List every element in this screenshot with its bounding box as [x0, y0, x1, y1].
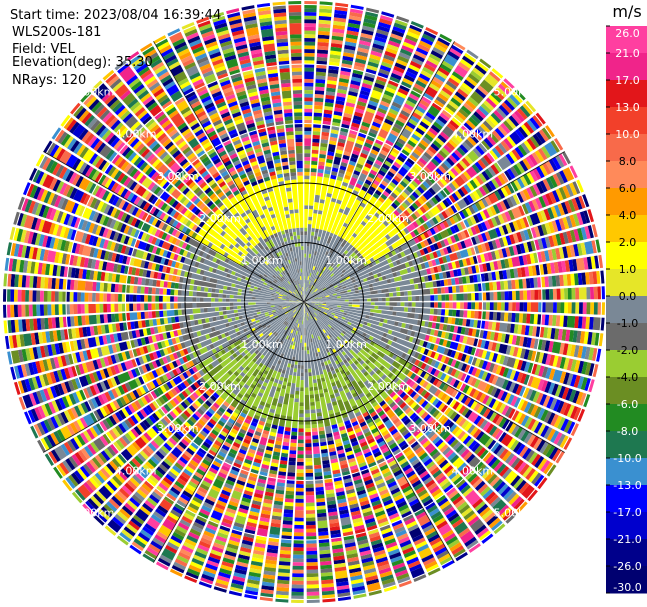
colorbar-bin: [606, 404, 647, 432]
radial-spoke: [43, 151, 305, 303]
elevation-text: Elevation(deg): 35.30: [12, 55, 153, 70]
colorbar-bin: [606, 512, 647, 540]
colorbar: m/s 26.0 21.0 17.0 13.0 10.0 8.0 6.0 4.0 2.0 1.0 0…: [606, 2, 647, 594]
ppi-grid: [3, 1, 605, 603]
colorbar-tick-label: -17.0: [613, 506, 641, 519]
colorbar-bin: [606, 53, 647, 81]
start-time-text: Start time: 2023/08/04 16:39:44: [10, 8, 221, 23]
colorbar-bin: [606, 296, 647, 324]
colorbar-bin: [606, 539, 647, 567]
range-ring-label: 5.00km: [73, 506, 115, 519]
colorbar-bin: [606, 431, 647, 459]
range-ring-label: 3.00km: [409, 422, 451, 435]
radial-spoke: [303, 41, 455, 303]
colorbar-bin: [606, 566, 647, 594]
ppi-ring-labels: 1.00km 1.00km 1.00km 1.00km 2.00km 2.00km 2.00…: [73, 86, 535, 520]
colorbar-tick-label: -10.0: [613, 452, 641, 465]
range-ring-label: 2.00km: [199, 212, 241, 225]
colorbar-tick-label: 0.0: [619, 290, 637, 303]
colorbar-tick-label: -13.0: [613, 479, 641, 492]
colorbar-tick-label: -26.0: [613, 560, 641, 573]
colorbar-unit-label: m/s: [612, 2, 641, 21]
range-ring-label: 4.00km: [452, 464, 494, 477]
colorbar-tick-label: -21.0: [613, 533, 641, 546]
colorbar-tick-label: 1.0: [619, 263, 637, 276]
colorbar-ticks: 26.0 21.0 17.0 13.0 10.0 8.0 6.0 4.0 2.0 1.0 0.0 -1…: [606, 25, 642, 594]
colorbar-tick-label: 26.0: [615, 27, 640, 40]
radial-spoke: [153, 301, 305, 563]
range-ring-label: 4.00km: [115, 128, 157, 141]
radial-spoke: [303, 301, 565, 453]
colorbar-tick-label: -2.0: [617, 344, 638, 357]
range-ring-label: 2.00km: [367, 380, 409, 393]
range-ring-label: 5.00km: [73, 86, 115, 99]
ppi-cell-group: [3, 8, 597, 600]
ppi-cell-group: [6, 8, 595, 596]
colorbar-bin: [606, 377, 647, 405]
colorbar-tick-label: -8.0: [617, 425, 638, 438]
range-ring-label: 2.00km: [199, 380, 241, 393]
colorbar-bin: [606, 161, 647, 189]
colorbar-bin: [606, 80, 647, 108]
header-block: Start time: 2023/08/04 16:39:44 WLS200s-…: [10, 8, 221, 88]
colorbar-tick-label: 21.0: [615, 47, 640, 60]
radial-spoke: [303, 301, 455, 563]
colorbar-tick-label: -6.0: [617, 398, 638, 411]
colorbar-tick-label: 17.0: [615, 74, 640, 87]
colorbar-tick-label: -1.0: [617, 317, 638, 330]
range-ring-label: 5.00km: [494, 86, 536, 99]
range-ring-label: 1.00km: [241, 338, 283, 351]
ppi-cell-group: [10, 12, 590, 593]
range-ring-label: 1.00km: [325, 254, 367, 267]
colorbar-bin: [606, 188, 647, 216]
range-ring-label: 3.00km: [157, 170, 199, 183]
ppi-cell-group: [21, 2, 598, 585]
colorbar-tick-label: 10.0: [615, 128, 640, 141]
range-ring-label: 4.00km: [452, 128, 494, 141]
colorbar-tick-label: 4.0: [619, 209, 637, 222]
colorbar-tick-label: 13.0: [615, 101, 640, 114]
colorbar-bin: [606, 134, 647, 162]
colorbar-bin: [606, 269, 647, 297]
radial-spoke: [43, 301, 305, 453]
colorbar-bin: [606, 485, 647, 513]
colorbar-tick-label: -4.0: [617, 371, 638, 384]
range-ring-label: 2.00km: [367, 212, 409, 225]
range-ring-label: 3.00km: [409, 170, 451, 183]
range-ring-label: 1.00km: [241, 254, 283, 267]
range-ring-label: 4.00km: [115, 464, 157, 477]
range-ring-label: 1.00km: [325, 338, 367, 351]
colorbar-bin: [606, 242, 647, 270]
colorbar-bin: [606, 26, 647, 54]
colorbar-bin: [606, 323, 647, 351]
ppi-plot: 1.00km 1.00km 1.00km 1.00km 2.00km 2.00km 2.00…: [3, 1, 605, 604]
colorbar-bin: [606, 458, 647, 486]
colorbar-bin: [606, 107, 647, 135]
colorbar-tick-label: 2.0: [619, 236, 637, 249]
colorbar-tick-label: 6.0: [619, 182, 637, 195]
field-text: Field: VEL: [12, 42, 76, 57]
colorbar-tick-label: -30.0: [613, 581, 641, 594]
nrays-text: NRays: 120: [12, 73, 86, 88]
instrument-text: WLS200s-181: [12, 25, 101, 40]
radial-spoke: [303, 151, 565, 303]
range-ring-label: 5.00km: [494, 506, 536, 519]
colorbar-bins: [606, 26, 647, 594]
colorbar-bin: [606, 350, 647, 378]
range-ring-label: 3.00km: [157, 422, 199, 435]
colorbar-bin: [606, 215, 647, 243]
radial-spoke: [153, 41, 305, 303]
colorbar-tick-label: 8.0: [619, 155, 637, 168]
